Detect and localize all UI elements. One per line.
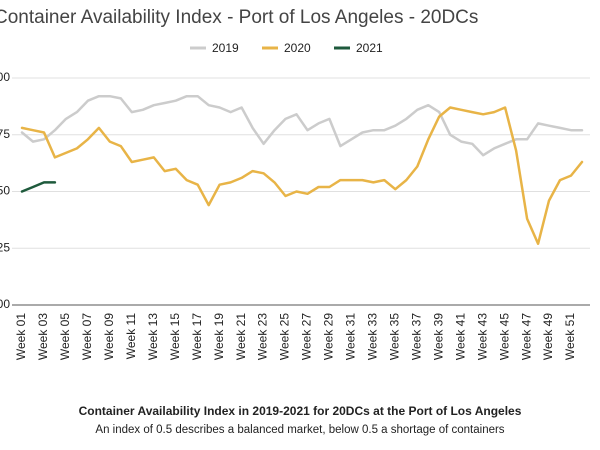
x-tick-label: Week 35: [387, 313, 401, 360]
x-tick-label: Week 03: [36, 313, 50, 360]
y-tick-label: 0.00: [0, 297, 10, 311]
y-tick-label: 0.75: [0, 127, 10, 141]
x-tick-label: Week 45: [497, 313, 511, 360]
chart-title: Container Availability Index - Port of L…: [0, 7, 478, 28]
x-tick-label: Week 05: [58, 313, 72, 360]
y-tick-label: 0.25: [0, 240, 10, 254]
legend-label: 2021: [356, 41, 383, 55]
x-tick-label: Week 21: [234, 313, 248, 360]
series-line: [20, 181, 57, 193]
x-tick-label: Week 17: [190, 313, 204, 360]
x-tick-label: Week 27: [300, 313, 314, 360]
x-tick-label: Week 51: [563, 313, 577, 360]
x-tick-label: Week 19: [212, 313, 226, 360]
caption-subtitle: An index of 0.5 describes a balanced mar…: [95, 424, 504, 436]
x-tick-label: Week 37: [409, 313, 423, 360]
x-tick-label: Week 41: [453, 313, 467, 360]
x-tick-label: Week 25: [278, 313, 292, 360]
x-tick-label: Week 31: [344, 313, 358, 360]
legend-label: 2020: [284, 41, 311, 55]
x-tick-label: Week 49: [541, 313, 555, 360]
x-tick-label: Week 01: [14, 313, 28, 360]
caption-title: Container Availability Index in 2019-202…: [79, 404, 522, 418]
x-tick-label: Week 09: [102, 313, 116, 360]
x-tick-label: Week 33: [366, 313, 380, 360]
x-tick-label: Week 29: [322, 313, 336, 360]
y-tick-label: 0.50: [0, 184, 10, 198]
x-tick-label: Week 43: [475, 313, 489, 360]
y-tick-label: 1.00: [0, 70, 10, 84]
series-line: [20, 106, 584, 245]
x-tick-label: Week 11: [124, 313, 138, 360]
legend-label: 2019: [212, 41, 239, 55]
series-line: [20, 94, 584, 157]
x-tick-label: Week 15: [168, 313, 182, 360]
x-tick-label: Week 23: [256, 313, 270, 360]
x-tick-label: Week 07: [80, 313, 94, 360]
x-tick-label: Week 39: [431, 313, 445, 360]
x-tick-label: Week 13: [146, 313, 160, 360]
x-tick-label: Week 47: [519, 313, 533, 360]
